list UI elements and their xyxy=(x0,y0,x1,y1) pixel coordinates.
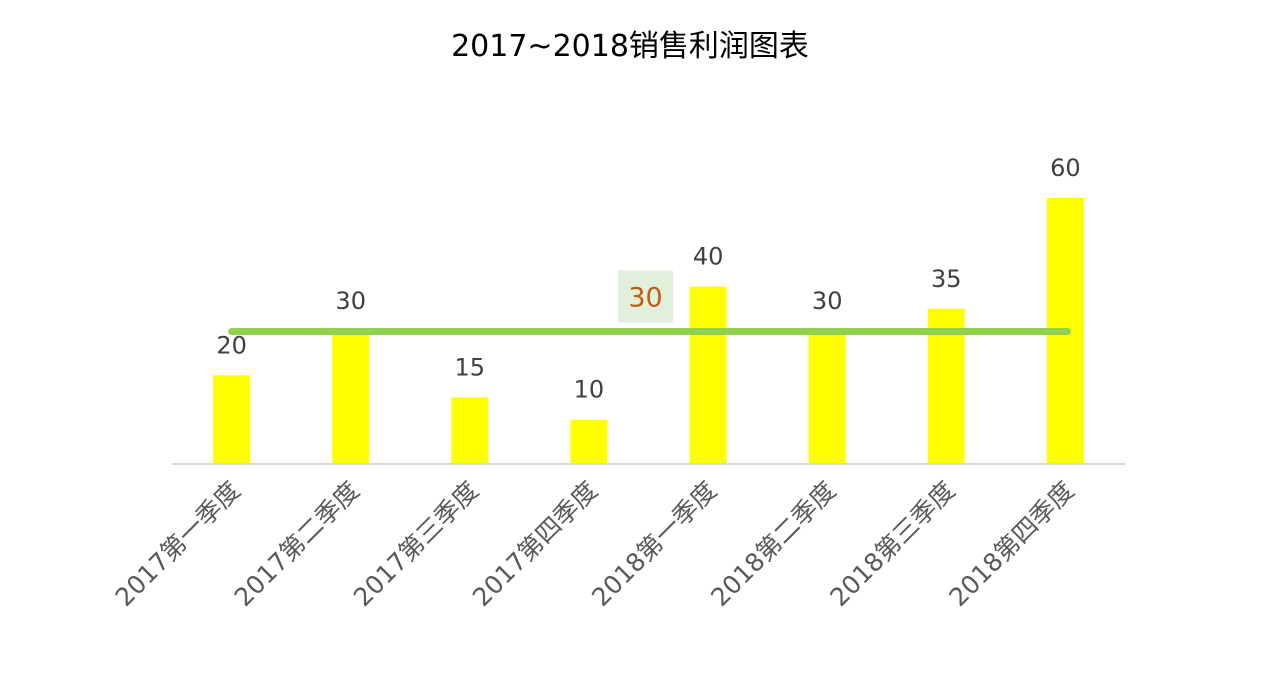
bar xyxy=(213,375,251,464)
x-tick-label: 2018第二季度 xyxy=(705,476,841,612)
data-label: 10 xyxy=(574,376,605,404)
data-label: 30 xyxy=(335,287,366,315)
bar xyxy=(451,397,489,464)
data-label: 60 xyxy=(1050,154,1081,182)
average-layer: 30 xyxy=(228,270,1071,335)
x-tick-labels-layer: 2017第一季度2017第二季度2017第三季度2017第四季度2018第一季度… xyxy=(110,476,1080,612)
data-labels-layer: 20 30 15 10 40 30 35 60 xyxy=(216,154,1080,404)
average-label-box xyxy=(618,270,673,323)
x-tick-label: 2018第四季度 xyxy=(943,476,1079,612)
bar xyxy=(689,286,727,464)
data-label: 20 xyxy=(216,331,247,359)
bars-layer xyxy=(213,198,1084,464)
data-label: 30 xyxy=(812,287,843,315)
average-label: 30 xyxy=(628,283,662,314)
chart-title: 2017~2018销售利润图表 xyxy=(451,29,809,64)
x-tick-label: 2018第三季度 xyxy=(824,476,960,612)
data-label: 15 xyxy=(455,354,486,382)
data-label: 40 xyxy=(693,243,724,271)
x-tick-label: 2017第三季度 xyxy=(348,476,484,612)
bar xyxy=(570,419,608,464)
x-tick-label: 2018第一季度 xyxy=(586,476,722,612)
x-tick-label: 2017第二季度 xyxy=(229,476,365,612)
x-tick-label: 2017第一季度 xyxy=(110,476,246,612)
x-tick-label: 2017第四季度 xyxy=(467,476,603,612)
data-label: 35 xyxy=(931,265,962,293)
bar xyxy=(808,331,846,464)
bar xyxy=(332,331,370,464)
